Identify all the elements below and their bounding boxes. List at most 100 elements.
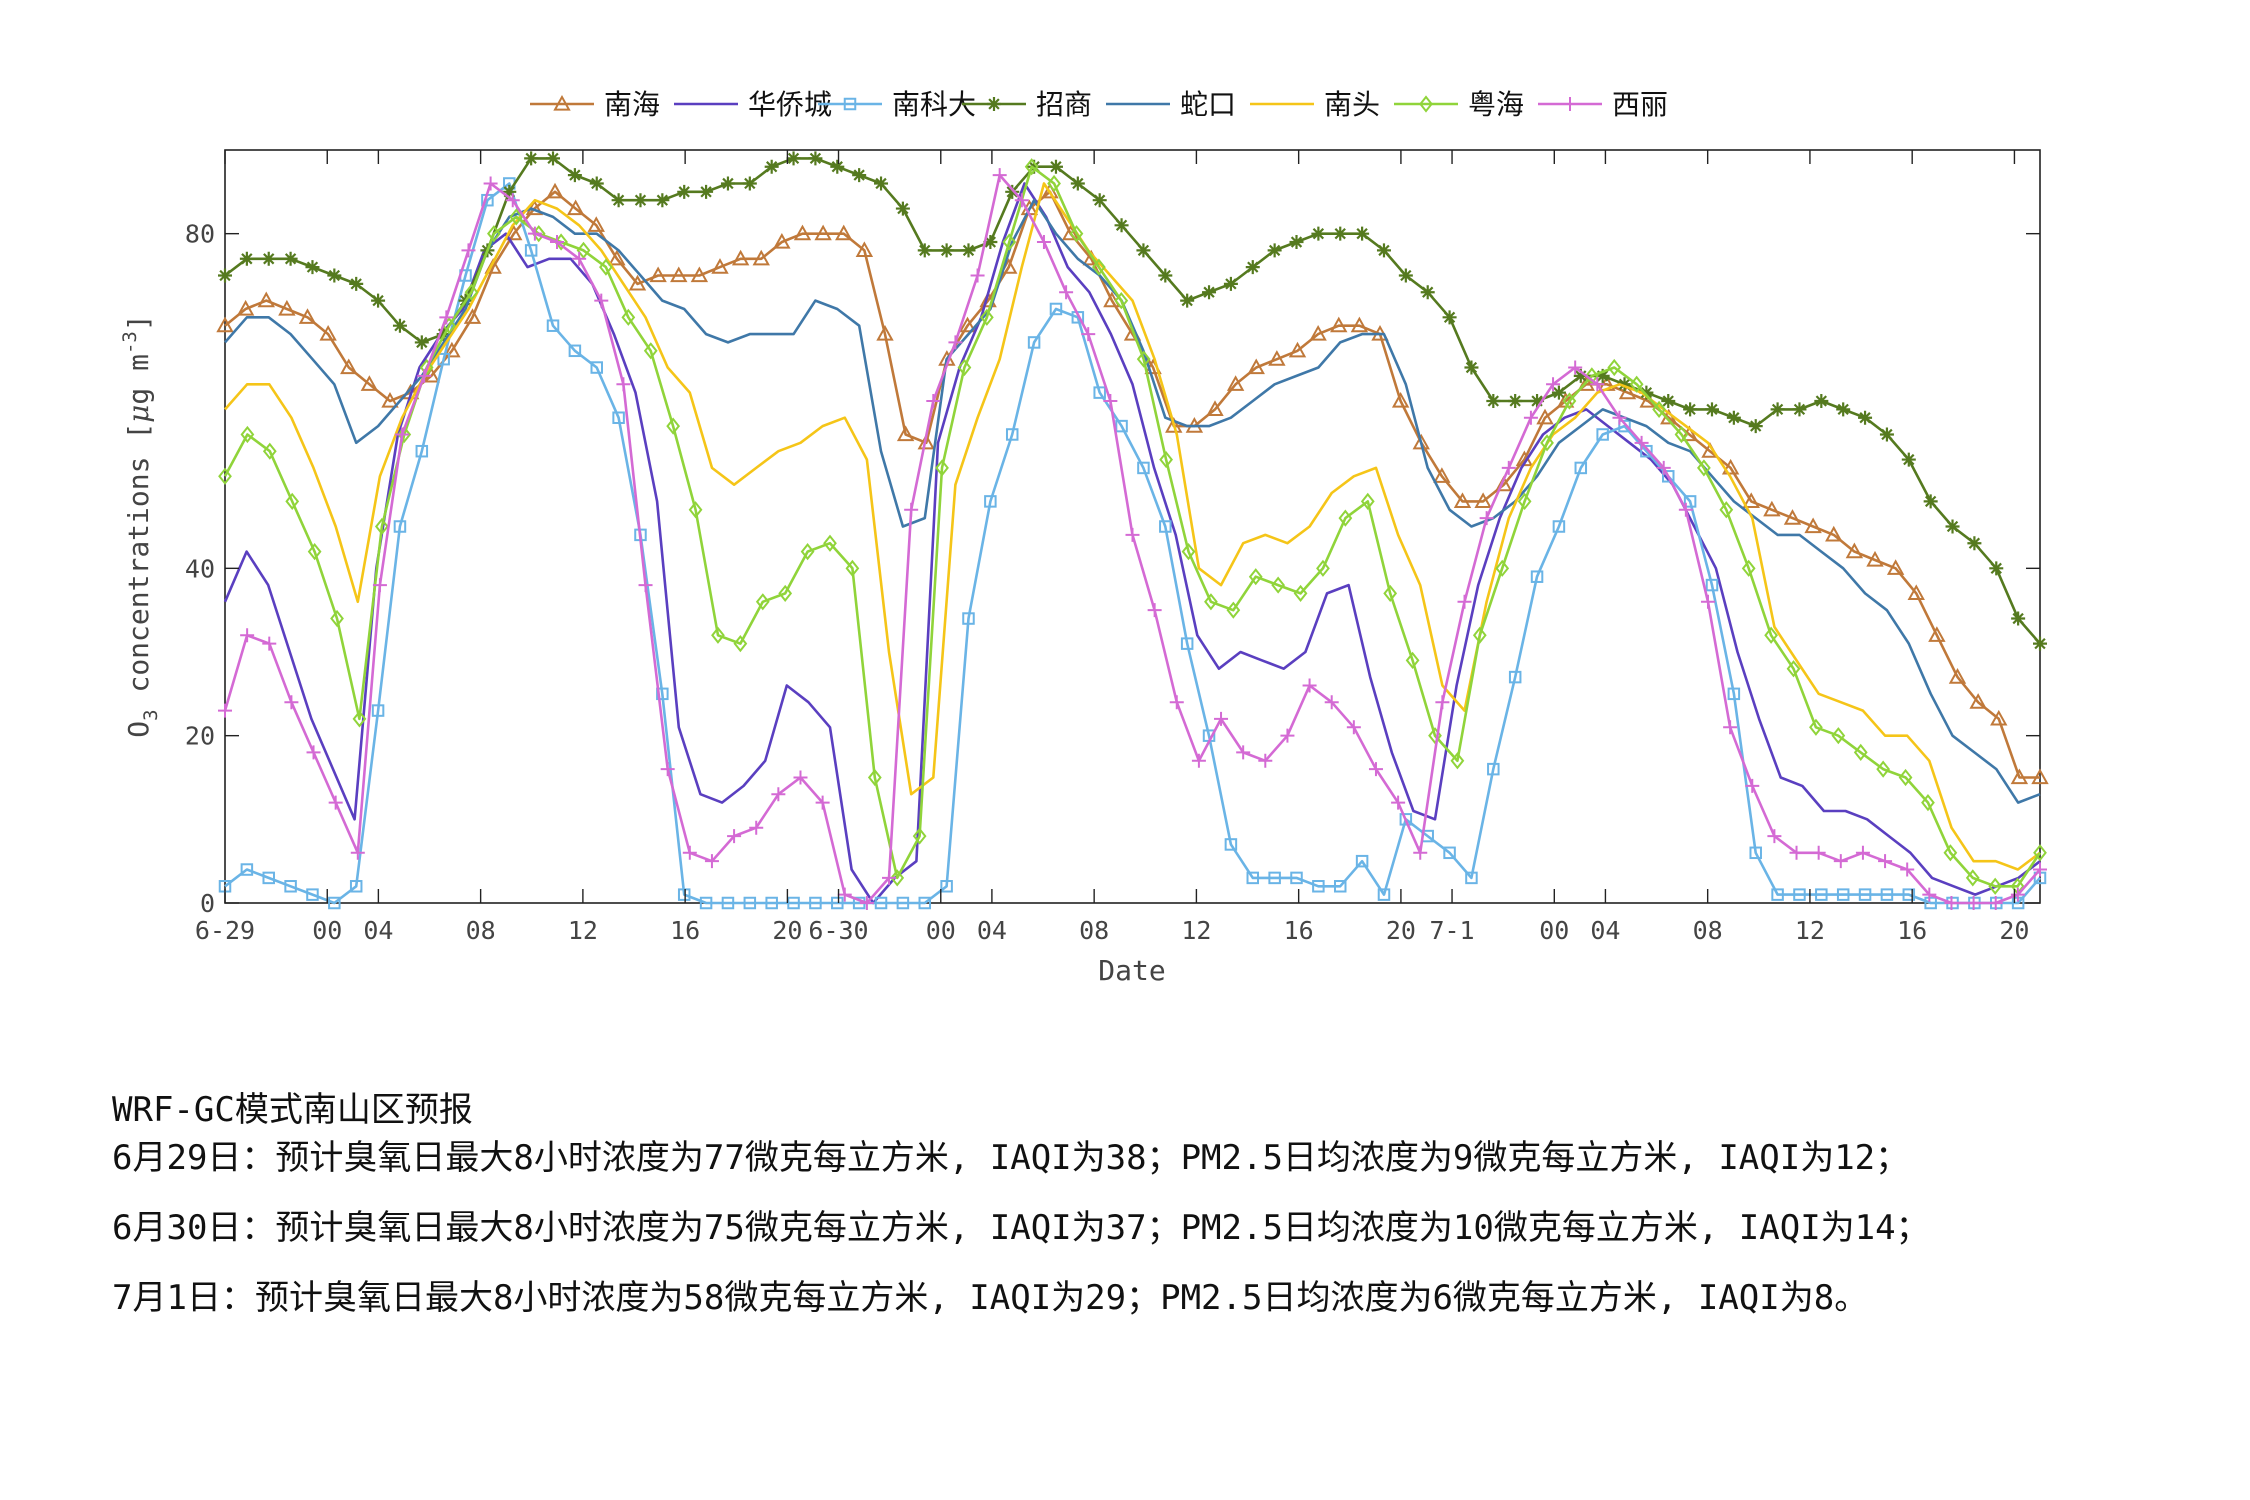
data-point (1081, 327, 1096, 342)
data-point (1280, 728, 1295, 743)
data-point (1246, 871, 1260, 885)
data-point (1831, 727, 1846, 745)
data-point (874, 176, 889, 191)
legend-label: 招商 (1036, 88, 1092, 121)
data-point (1783, 509, 1802, 525)
data-point (352, 710, 367, 728)
data-point (461, 243, 476, 258)
data-point (1202, 285, 1217, 300)
data-point (1792, 402, 1807, 417)
data-point (1147, 603, 1162, 618)
legend-item: 招商 (962, 88, 1092, 121)
data-point (257, 291, 275, 308)
data-point (987, 97, 1001, 111)
data-point (2031, 768, 2049, 785)
data-point (1247, 358, 1265, 375)
data-point (1036, 235, 1051, 250)
data-point (524, 244, 538, 257)
data-point (1443, 846, 1456, 860)
data-point (487, 225, 501, 243)
data-point (1634, 435, 1649, 450)
data-point (1902, 888, 1916, 901)
data-point (721, 896, 735, 910)
data-point (1268, 871, 1281, 885)
data-point (415, 444, 429, 458)
data-point (935, 459, 949, 477)
y-tick-label: 20 (185, 722, 215, 751)
data-point (298, 308, 317, 324)
data-point (1158, 268, 1173, 283)
data-point (823, 534, 837, 552)
data-point (1391, 795, 1406, 810)
data-point (874, 896, 888, 910)
series-4 (224, 198, 2041, 804)
series-line (224, 157, 2041, 645)
data-point (1721, 458, 1740, 475)
x-tick-label: 6-30 (808, 916, 868, 945)
data-point (1866, 550, 1884, 567)
data-point (1988, 877, 2003, 895)
data-point (608, 249, 626, 266)
data-point (711, 258, 729, 274)
data-point (262, 636, 277, 651)
data-point (655, 193, 670, 208)
data-point (1640, 444, 1653, 458)
data-point (374, 517, 389, 536)
data-point (1137, 461, 1150, 475)
data-point (319, 325, 337, 341)
data-point (1070, 176, 1085, 191)
data-point (1944, 896, 1959, 910)
data-point (704, 854, 719, 869)
data-point (567, 168, 582, 183)
x-tick-label: 12 (568, 916, 598, 945)
y-tick-label: 40 (185, 554, 215, 583)
legend-item: 南海 (530, 88, 660, 121)
data-point (1236, 745, 1251, 760)
data-point (587, 216, 605, 232)
data-point (1420, 285, 1435, 300)
data-point (524, 151, 539, 166)
data-point (970, 268, 985, 283)
plot-frame (224, 149, 2041, 904)
series-7 (218, 168, 2047, 910)
data-point (1048, 159, 1063, 174)
data-point (1845, 542, 1864, 559)
data-point (1005, 184, 1020, 199)
data-point (1770, 402, 1785, 417)
data-point (1376, 243, 1391, 258)
data-point (643, 342, 658, 360)
data-point (1900, 862, 1915, 877)
data-point (284, 695, 299, 710)
data-point (1966, 896, 1981, 910)
data-point (566, 199, 585, 216)
forecast-title: WRF-GC模式南山区预报 (112, 1090, 473, 1130)
data-point (1573, 368, 1588, 383)
data-point (502, 184, 517, 199)
data-point (731, 249, 750, 266)
data-point (550, 235, 565, 250)
data-point (240, 425, 255, 444)
data-point (720, 176, 735, 191)
data-point (682, 845, 697, 860)
data-point (239, 251, 254, 266)
data-point (328, 896, 341, 910)
data-point (835, 224, 853, 241)
data-point (1969, 693, 1987, 709)
data-point (1697, 459, 1711, 477)
data-point (417, 368, 432, 383)
data-point (1290, 871, 1303, 885)
data-point (628, 274, 647, 291)
data-point (787, 896, 800, 910)
data-point (612, 411, 625, 424)
data-point (727, 829, 742, 844)
data-point (1988, 896, 2003, 910)
data-point (1923, 494, 1938, 509)
data-point (527, 226, 542, 241)
data-point (1005, 428, 1019, 441)
data-point (546, 151, 561, 166)
series-0 (216, 182, 2049, 785)
data-point (1921, 793, 1935, 812)
legend-label: 蛇口 (1180, 88, 1236, 121)
data-point (572, 251, 587, 266)
data-point (1639, 385, 1654, 400)
